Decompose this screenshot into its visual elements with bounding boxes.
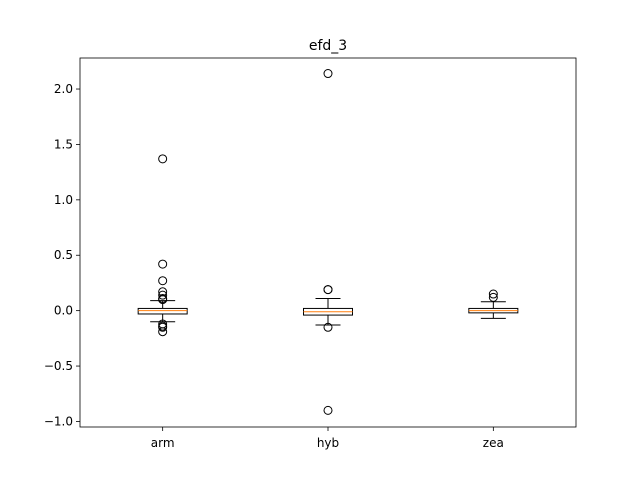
y-tick-label: 0.0 — [54, 304, 73, 318]
chart-title: efd_3 — [309, 38, 347, 54]
outlier-point — [323, 405, 333, 415]
y-tick-label: −0.5 — [44, 359, 73, 373]
y-tick-label: 0.5 — [54, 248, 73, 262]
plot-area: −1.0 −0.5 0.0 0.5 1.0 1.5 2.0 arm hyb zea — [44, 57, 577, 450]
outlier-point — [158, 259, 168, 269]
outlier-point — [158, 322, 168, 332]
outlier-point — [158, 276, 168, 286]
box-group-arm — [137, 154, 188, 337]
outlier-point — [158, 327, 168, 337]
outlier-point — [323, 285, 333, 295]
outlier-point — [158, 290, 168, 300]
axes-frame — [79, 57, 577, 428]
iqr-box — [137, 307, 188, 315]
y-tick-label: −1.0 — [44, 414, 73, 428]
x-tick-label: arm — [151, 436, 175, 450]
outlier-point — [488, 292, 498, 302]
x-tick-label: zea — [483, 436, 504, 450]
box-group-zea — [468, 289, 519, 319]
x-tick-label: hyb — [317, 436, 339, 450]
y-tick-label: 1.0 — [54, 193, 73, 207]
outlier-point — [158, 154, 168, 164]
y-tick-label: 2.0 — [54, 82, 73, 96]
y-tick-label: 1.5 — [54, 137, 73, 151]
box-group-hyb — [303, 69, 353, 415]
outlier-point — [323, 322, 333, 332]
outlier-point — [323, 69, 333, 79]
outlier-point — [488, 289, 498, 299]
outlier-point — [158, 295, 168, 305]
